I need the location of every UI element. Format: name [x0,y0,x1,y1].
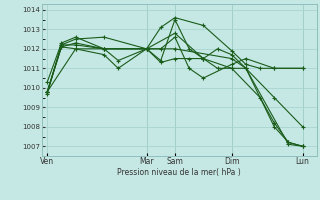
X-axis label: Pression niveau de la mer( hPa ): Pression niveau de la mer( hPa ) [117,168,241,177]
